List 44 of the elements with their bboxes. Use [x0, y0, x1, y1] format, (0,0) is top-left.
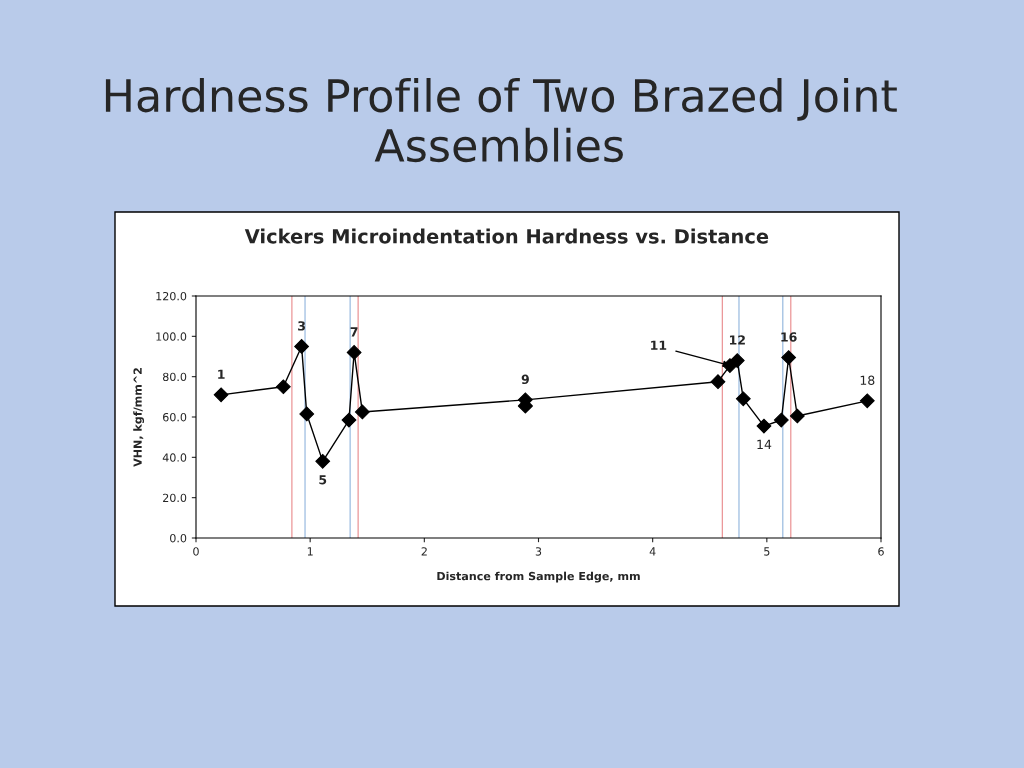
annotation: 1 — [218, 369, 225, 379]
x-tick-label: 6 — [878, 547, 884, 556]
point — [789, 408, 805, 424]
annotation: 11 — [651, 340, 667, 350]
annotation: 18 — [860, 375, 875, 386]
point — [859, 393, 875, 409]
x-tick-label: 1 — [307, 547, 313, 556]
point — [735, 391, 751, 407]
point — [781, 350, 797, 365]
point — [773, 412, 789, 428]
chart-subtitle: Vickers Microindentation Hardness vs. Distance — [244, 228, 769, 244]
annotation: 9 — [521, 374, 529, 385]
y-tick-label: 80.0 — [162, 372, 187, 382]
y-tick-label: 40.0 — [162, 453, 187, 462]
y-tick-label: 20.0 — [163, 493, 187, 503]
annotation: 5 — [319, 475, 327, 485]
point — [346, 345, 362, 360]
y-tick-label: 0.0 — [170, 533, 187, 543]
y-axis-title: VHN, kgf/mm^2 — [133, 368, 145, 467]
x-tick-label: 5 — [764, 547, 770, 556]
point — [299, 406, 315, 422]
y-tick-label: 120.0 — [156, 291, 187, 301]
point — [354, 404, 370, 420]
annotation: 3 — [298, 321, 305, 331]
annotation: 16 — [781, 332, 797, 342]
chart-title: Hardness Profile of Two Brazed Joint Assemblies — [105, 78, 897, 163]
point — [213, 387, 229, 403]
annotation: 14 — [757, 439, 772, 449]
point — [729, 353, 745, 368]
x-tick-label: 0 — [193, 547, 199, 556]
point — [756, 418, 772, 434]
point — [294, 339, 309, 354]
point — [315, 453, 331, 469]
x-axis-title: Distance from Sample Edge, mm — [437, 571, 640, 583]
x-tick-label: 4 — [649, 547, 656, 556]
y-tick-label: 100.0 — [156, 332, 187, 341]
point — [275, 379, 291, 395]
point — [341, 412, 357, 428]
y-tick-label: 60.0 — [163, 412, 187, 422]
x-tick-label: 2 — [421, 547, 427, 556]
point — [710, 374, 726, 390]
annotation: 12 — [729, 335, 745, 345]
x-tick-label: 3 — [535, 547, 542, 556]
annotation: 7 — [350, 327, 358, 337]
